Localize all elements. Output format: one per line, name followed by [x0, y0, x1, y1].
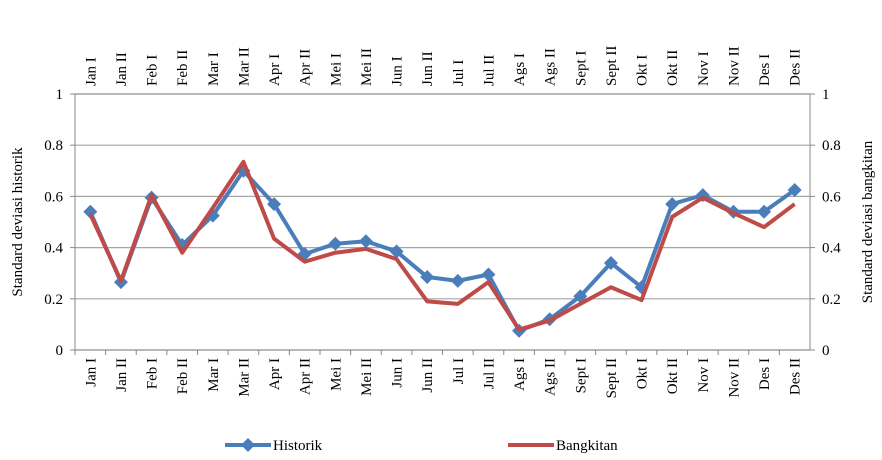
x-tick-label: Jun I [390, 358, 406, 388]
x-tick-label-top: Jul I [451, 60, 467, 86]
x-tick-label-top: Okt II [665, 50, 681, 86]
x-tick-label: Feb I [145, 358, 161, 389]
x-tick-label-top: Sept I [573, 51, 589, 86]
marker [420, 270, 435, 285]
x-tick-label-top: Jan I [83, 57, 99, 86]
y2-tick-label: 0.4 [822, 241, 841, 257]
x-tick-label-top: Mar I [206, 52, 222, 86]
y2-axis-label: Standard deviasi bangkitan [860, 140, 876, 303]
x-tick-label-top: Mei II [359, 48, 375, 86]
x-tick-label-top: Mar II [236, 47, 252, 86]
y2-tick-label: 0.8 [822, 138, 841, 154]
marker [450, 273, 465, 288]
x-tick-label: Mei I [328, 358, 344, 391]
marker [481, 267, 496, 282]
x-tick-label: Sept I [573, 358, 589, 393]
y-tick-label: 0.6 [44, 189, 63, 205]
x-tick-label: Okt I [635, 358, 651, 389]
x-tick-label-top: Feb I [145, 55, 161, 86]
y-tick-label: 0.4 [44, 241, 63, 257]
x-tick-label-top: Jun I [390, 56, 406, 86]
x-tick-label: Jul I [451, 358, 467, 384]
y-tick-label: 1 [56, 87, 64, 103]
x-tick-label-top: Jan II [114, 52, 130, 86]
x-tick-label: Ags I [512, 358, 528, 391]
x-tick-label: Jan I [83, 358, 99, 387]
x-tick-label-top: Des I [757, 54, 773, 86]
x-tick-label: Okt II [665, 358, 681, 394]
series-line [88, 159, 796, 332]
y2-tick-label: 0.2 [822, 292, 841, 308]
x-tick-label-top: Ags II [543, 48, 559, 86]
x-tick-label: Jun II [420, 358, 436, 393]
x-tick-label-top: Feb II [175, 50, 191, 86]
x-tick-label: Nov I [696, 358, 712, 393]
marker [665, 197, 680, 212]
x-tick-label: Mei II [359, 358, 375, 396]
y-tick-label: 0.2 [44, 292, 63, 308]
x-tick-label-top: Jul II [481, 55, 497, 86]
x-tick-label: Jul II [481, 358, 497, 389]
x-tick-label-top: Apr II [298, 49, 314, 86]
marker [757, 204, 772, 219]
x-tick-label-top: Mei I [328, 53, 344, 86]
x-tick-label-top: Des II [788, 49, 804, 86]
marker [328, 236, 343, 251]
y-tick-label: 0.8 [44, 138, 63, 154]
y-tick-label: 0 [56, 343, 64, 359]
legend-label: Historik [273, 438, 323, 454]
x-tick-label-top: Apr I [267, 54, 283, 86]
marker [83, 204, 98, 219]
x-tick-label: Nov II [726, 358, 742, 398]
x-tick-label-top: Jun II [420, 51, 436, 86]
legend-marker [241, 438, 255, 452]
x-tick-label: Mar I [206, 358, 222, 392]
x-tick-label: Apr I [267, 358, 283, 390]
x-tick-label-top: Sept II [604, 46, 620, 86]
x-tick-label: Mar II [236, 358, 252, 397]
x-tick-label-top: Okt I [635, 55, 651, 86]
x-tick-label: Sept II [604, 358, 620, 398]
y2-tick-label: 0 [822, 343, 830, 359]
x-tick-label: Ags II [543, 358, 559, 396]
x-tick-label: Jan II [114, 358, 130, 392]
series-line [88, 168, 796, 333]
marker [787, 183, 802, 197]
y2-tick-label: 1 [822, 87, 830, 103]
marker [573, 289, 588, 304]
marker [389, 244, 404, 259]
x-tick-label-top: Nov I [696, 51, 712, 86]
x-tick-label: Apr II [298, 358, 314, 395]
marker [358, 234, 373, 249]
x-tick-label: Feb II [175, 358, 191, 394]
x-tick-label: Des II [788, 358, 804, 395]
x-tick-label-top: Nov II [726, 46, 742, 86]
marker [603, 255, 618, 270]
y-axis-label: Standard deviasi historik [10, 147, 26, 297]
marker [267, 197, 282, 212]
y2-tick-label: 0.6 [822, 189, 841, 205]
legend-label: Bangkitan [556, 438, 618, 454]
x-tick-label-top: Ags I [512, 53, 528, 86]
x-tick-label: Des I [757, 358, 773, 390]
